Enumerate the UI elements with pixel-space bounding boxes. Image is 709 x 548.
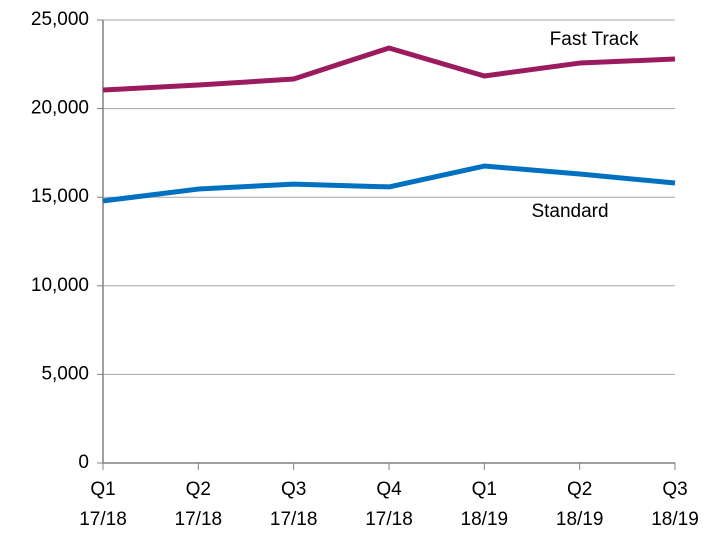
x-tick-label: Q3 17/18 <box>269 479 318 530</box>
y-tick-label: 15,000 <box>31 186 89 207</box>
y-tick-label: 10,000 <box>31 275 89 296</box>
x-tick-label: Q2 17/18 <box>174 479 223 530</box>
x-tick-label: Q1 17/18 <box>79 479 127 530</box>
y-tick-label: 25,000 <box>31 9 89 30</box>
y-tick-label: 5,000 <box>41 363 89 384</box>
x-tick-label: Q2 18/19 <box>555 479 604 530</box>
series-label: Standard <box>531 201 608 222</box>
y-tick-label: 0 <box>78 452 89 473</box>
y-tick-label: 20,000 <box>31 98 89 119</box>
series-label: Fast Track <box>550 29 639 50</box>
series-line <box>102 45 676 93</box>
x-tick-label: Q1 18/19 <box>460 479 509 530</box>
x-tick-label: Q3 18/19 <box>651 479 699 530</box>
x-tick-label: Q4 17/18 <box>365 479 413 530</box>
series-line <box>102 163 676 204</box>
